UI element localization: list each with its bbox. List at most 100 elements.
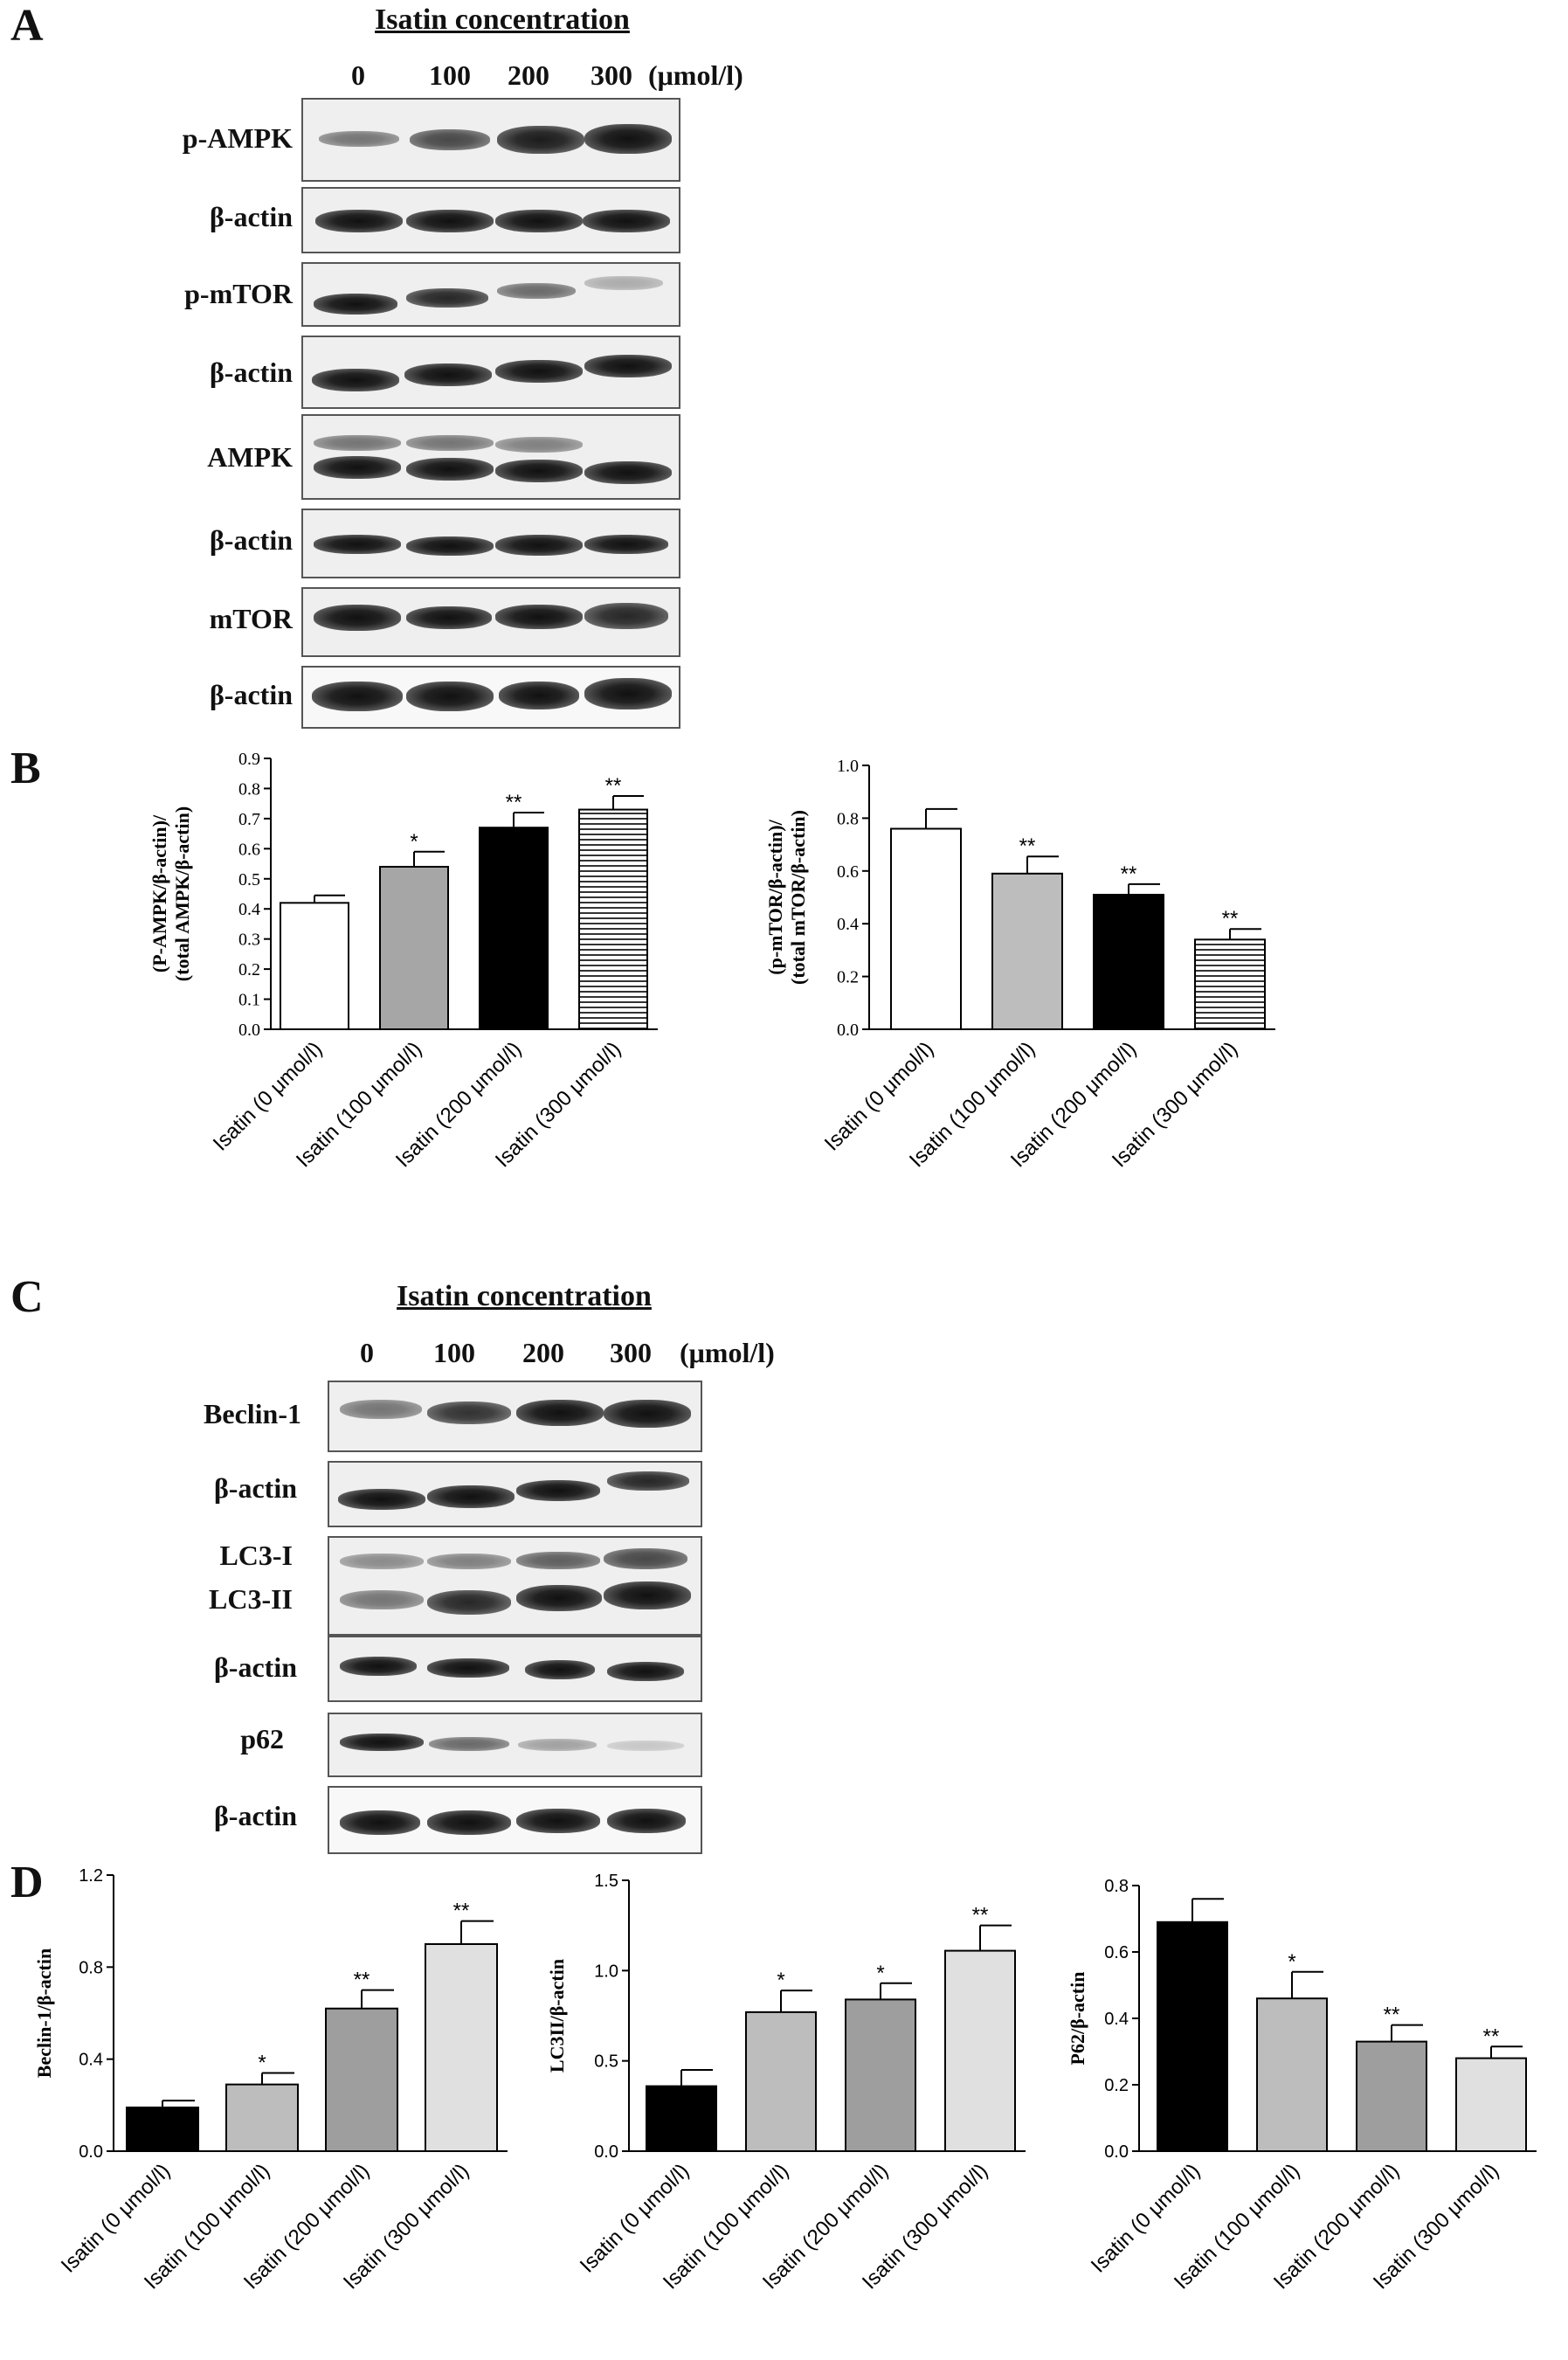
bar	[944, 1949, 1016, 2153]
category-label: Isatin (0 μmol/l)	[820, 1037, 938, 1155]
y-tick-label: 0.1	[238, 991, 260, 1010]
band	[312, 369, 399, 391]
blot-a-lane-200: 200	[508, 59, 549, 91]
y-axis-label: (total AMPK/β-actin)	[171, 806, 193, 981]
significance-mark: **	[1384, 2004, 1400, 2027]
blot-a-lane-300: 300	[591, 59, 632, 91]
significance-mark: *	[258, 2051, 266, 2074]
y-tick-label: 1.2	[79, 1866, 103, 1886]
band	[516, 1585, 602, 1611]
y-tick-label: 0.4	[1104, 2010, 1129, 2029]
blot-strip-ampk	[301, 414, 680, 500]
bar	[1256, 1997, 1328, 2152]
y-tick-label: 0.5	[238, 870, 260, 889]
panel-label-d: D	[10, 1858, 44, 1907]
bar	[646, 2085, 717, 2153]
blot-a-row-label: p-AMPK	[182, 122, 293, 154]
band	[340, 1734, 424, 1751]
blot-a-row-label: β-actin	[209, 679, 293, 710]
band	[427, 1401, 511, 1424]
band	[406, 606, 492, 629]
panel-label-c: C	[10, 1272, 44, 1322]
band	[495, 210, 583, 232]
band	[604, 1581, 691, 1609]
y-tick-label: 0.0	[837, 1021, 859, 1040]
significance-mark: **	[506, 791, 522, 814]
band	[583, 210, 670, 232]
bar	[379, 866, 449, 1030]
blot-strip-beta-actin	[301, 509, 680, 578]
band	[607, 1741, 684, 1751]
bar	[325, 2007, 398, 2153]
significance-mark: **	[1019, 834, 1036, 858]
y-tick-label: 0.4	[238, 900, 260, 919]
y-tick-label: 0.8	[837, 809, 859, 828]
y-tick-label: 0.2	[1104, 2076, 1129, 2095]
band	[314, 435, 401, 451]
y-tick-label: 0.3	[238, 931, 260, 950]
y-tick-label: 1.0	[837, 757, 859, 776]
significance-mark: **	[972, 1904, 989, 1927]
blot-c-row-label: β-actin	[213, 1651, 297, 1683]
band	[406, 458, 494, 481]
band	[584, 678, 672, 709]
band	[315, 210, 403, 232]
band	[314, 535, 401, 554]
band	[340, 1590, 424, 1609]
significance-mark: *	[777, 1969, 784, 1992]
y-tick-label: 0.2	[837, 968, 859, 987]
bar	[126, 2106, 199, 2152]
blot-a-lane-100: 100	[429, 59, 471, 91]
blot-a-title: Isatin concentration	[375, 3, 630, 36]
band	[314, 456, 401, 479]
band	[406, 536, 494, 556]
significance-mark: **	[453, 1900, 470, 1923]
bar	[845, 1998, 916, 2152]
band	[427, 1590, 511, 1615]
blot-strip-beta-actin	[328, 1786, 702, 1854]
band	[312, 682, 403, 711]
y-tick-label: 0.7	[238, 810, 260, 829]
blot-a-row-label: β-actin	[209, 201, 293, 232]
blot-a-row-label: p-mTOR	[184, 278, 293, 309]
y-tick-label: 0.5	[594, 2052, 618, 2072]
bar	[578, 808, 648, 1030]
y-tick-label: 0.8	[1104, 1877, 1129, 1896]
band	[495, 437, 583, 453]
blot-strip-p-ampk	[301, 98, 680, 182]
y-tick-label: 0.8	[238, 779, 260, 799]
y-tick-label: 0.4	[79, 2051, 103, 2070]
blot-c-row-label: LC3-I	[219, 1540, 293, 1571]
band	[607, 1809, 686, 1833]
band	[497, 126, 584, 154]
band	[516, 1809, 600, 1833]
y-tick-label: 0.2	[238, 960, 260, 979]
band	[525, 1660, 595, 1679]
y-axis-label: Beclin-1/β-actin	[33, 1948, 55, 2078]
band	[516, 1400, 604, 1426]
bar	[1194, 938, 1266, 1030]
blot-c-row-label: LC3-II	[208, 1583, 293, 1615]
chart-0: 0.0 0.1 0.2 0.3 0.4 0.5 0.6 0.7 0.8 0.9 (P-AMPK/β-…	[149, 750, 658, 1172]
y-tick-label: 0.8	[79, 1958, 103, 1977]
bar	[991, 872, 1063, 1030]
blot-strip-beclin-1	[328, 1381, 702, 1452]
blot-c-row-label: p62	[240, 1723, 284, 1754]
bar	[479, 827, 549, 1030]
blot-c-title: Isatin concentration	[397, 1280, 652, 1312]
y-tick-label: 0.6	[837, 862, 859, 882]
band	[340, 1810, 420, 1835]
band	[584, 124, 672, 154]
band	[518, 1739, 597, 1751]
bar	[890, 827, 962, 1030]
y-tick-label: 0.6	[1104, 1943, 1129, 1962]
chart-1: 0.0 0.2 0.4 0.6 0.8 1.0 (p-mTOR/β-actin)/(tota…	[764, 757, 1275, 1172]
y-axis-label: (total mTOR/β-actin)	[787, 810, 809, 985]
bar	[1157, 1921, 1228, 2153]
blot-strip-beta-actin	[328, 1461, 702, 1527]
band	[427, 1658, 509, 1678]
band	[497, 283, 576, 299]
bar	[1093, 893, 1164, 1030]
